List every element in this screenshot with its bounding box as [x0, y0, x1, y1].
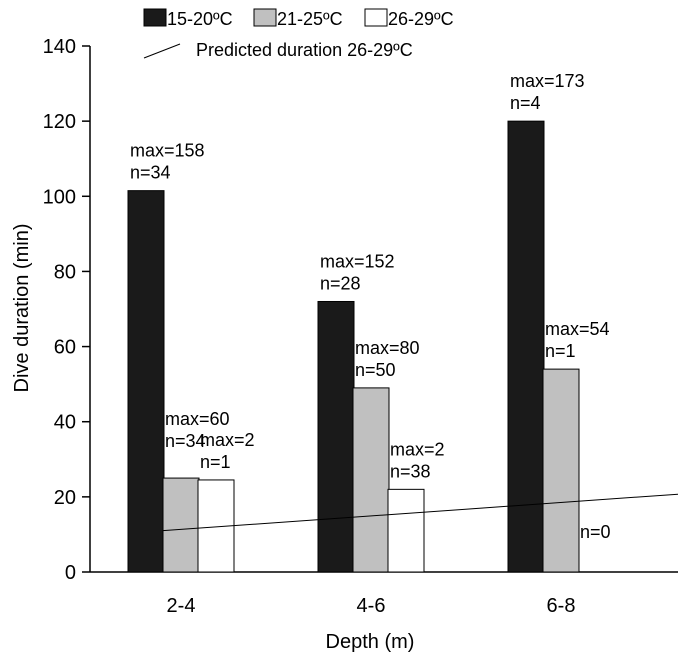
bar-annotation: n=50	[355, 360, 396, 380]
bar-annotation: max=152	[320, 251, 395, 271]
bar-annotation: max=2	[390, 439, 445, 459]
legend-swatch	[143, 8, 167, 27]
bar-annotation: max=2	[200, 430, 255, 450]
x-tick-label: 6-8	[547, 595, 576, 617]
y-tick-label: 100	[43, 186, 76, 208]
bar-annotation: max=158	[130, 141, 205, 161]
bar-annotation: n=1	[200, 452, 231, 472]
bar-annotation: max=173	[510, 71, 585, 91]
bar	[542, 368, 580, 573]
y-tick-label: 80	[54, 261, 76, 283]
prediction-line-group	[162, 493, 678, 532]
bar-annotation: max=54	[545, 319, 610, 339]
y-tick-label: 40	[54, 412, 76, 434]
prediction-line	[162, 493, 678, 532]
legend: 15-20ºC 21-25ºC 26-29ºC Predicted duration …	[143, 8, 454, 60]
y-axis: 0 20 40 60 80 100 120 140	[43, 36, 91, 584]
y-axis-title: Dive duration (min)	[11, 224, 33, 393]
y-tick-label: 20	[54, 487, 76, 509]
y-tick-label: 60	[54, 337, 76, 359]
bar	[352, 387, 390, 573]
x-axis-title: Depth (m)	[326, 631, 415, 653]
bars	[127, 120, 580, 573]
bar	[387, 488, 425, 573]
legend-prediction-label: Predicted duration 26-29ºC	[196, 40, 413, 60]
x-tick-label: 2-4	[167, 595, 196, 617]
bar	[162, 477, 200, 573]
legend-label: 26-29ºC	[388, 9, 454, 29]
bar-annotation: n=28	[320, 273, 361, 293]
bar-annotation: max=80	[355, 338, 420, 358]
bar-annotation: n=1	[545, 341, 576, 361]
bar-annotation: n=34	[130, 163, 171, 183]
y-tick-label: 120	[43, 111, 76, 133]
bar-annotation: n=34	[165, 431, 206, 451]
bar	[127, 190, 165, 573]
legend-swatch	[364, 8, 388, 27]
bar-annotation: n=0	[580, 522, 611, 542]
bar-annotation: max=60	[165, 409, 230, 429]
legend-label: 21-25ºC	[277, 9, 343, 29]
legend-label: 15-20ºC	[167, 9, 233, 29]
legend-prediction-line	[143, 43, 181, 59]
bar-annotation: n=38	[390, 461, 431, 481]
bar	[507, 120, 545, 573]
legend-swatch	[253, 8, 277, 27]
bar	[317, 300, 355, 573]
bar-annotation: n=4	[510, 93, 541, 113]
x-axis: 2-4 4-6 6-8	[90, 571, 678, 617]
x-tick-label: 4-6	[357, 595, 386, 617]
y-tick-label: 140	[43, 36, 76, 58]
y-tick-label: 0	[65, 562, 76, 584]
